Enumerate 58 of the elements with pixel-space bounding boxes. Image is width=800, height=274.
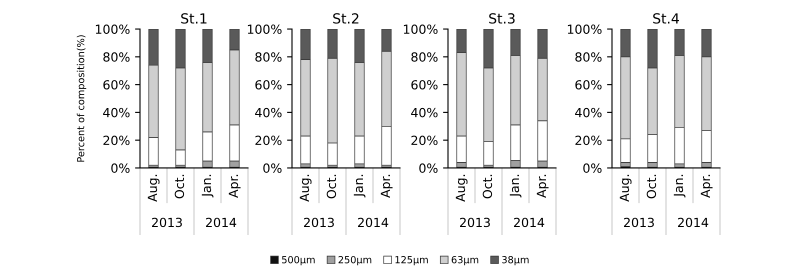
x-tick-label: Jan. [510,174,522,198]
x-tick-label: Jan. [354,174,366,198]
y-tick-label: 20% [103,136,130,146]
y-tick-label: 60% [103,80,130,90]
x-tick-label: Oct. [326,174,336,198]
legend-label: 63μm [452,256,478,266]
y-tick-label: 60% [255,80,282,90]
y-tick-label: 100% [248,24,282,34]
y-tick-label: 20% [411,136,438,146]
y-tick-label: 80% [411,52,438,62]
text: 2013 [460,218,490,228]
x-tick-label: Oct. [174,174,184,198]
y-tick-label: 40% [575,108,602,118]
y-tick-label: 100% [568,24,602,34]
y-tick-label: 0% [583,163,602,173]
y-tick-label: 80% [103,52,130,62]
text: 2014 [678,218,708,228]
chart-title: St.3 [489,13,515,24]
x-tick-label: Aug. [300,174,312,202]
y-axis-title: Percent of composition(%) [76,35,86,162]
text: 2014 [514,218,544,228]
x-tick-label: Apr. [228,174,241,198]
y-tick-label: 40% [411,108,438,118]
text: 2014 [358,218,388,228]
text: 2014 [206,218,236,228]
x-tick-label: Aug. [456,174,468,202]
x-tick-label: Jan. [202,174,214,198]
y-tick-label: 0% [111,163,130,173]
legend-label: 38μm [502,256,529,266]
legend-label: 125μm [395,256,428,266]
y-tick-label: 60% [575,80,602,90]
x-tick-label: Aug. [620,174,632,202]
chart-title: St.4 [653,13,679,24]
y-tick-label: 100% [96,24,130,34]
x-tick-label: Apr. [536,174,549,198]
x-tick-label: Apr. [380,174,393,198]
text: 2013 [624,218,654,228]
x-tick-label: Oct. [482,174,492,198]
x-tick-label: Oct. [646,174,656,198]
x-tick-label: Jan. [674,174,686,198]
legend-label: 500μm [282,256,315,266]
y-tick-label: 60% [411,80,438,90]
y-tick-label: 100% [404,24,438,34]
y-tick-label: 20% [255,136,282,146]
y-tick-label: 20% [575,136,602,146]
y-tick-label: 0% [419,163,438,173]
legend-label: 250μm [338,256,372,266]
y-tick-label: 80% [255,52,282,62]
chart-title: St.2 [333,13,358,24]
y-tick-label: 80% [575,52,602,62]
y-tick-label: 40% [103,108,130,118]
chart-title: St.1 [181,13,206,24]
text: 2013 [152,218,182,228]
x-tick-label: Aug. [148,174,160,202]
text: 2013 [304,218,334,228]
x-tick-label: Apr. [700,174,713,198]
y-tick-label: 40% [255,108,282,118]
y-tick-label: 0% [263,163,282,173]
